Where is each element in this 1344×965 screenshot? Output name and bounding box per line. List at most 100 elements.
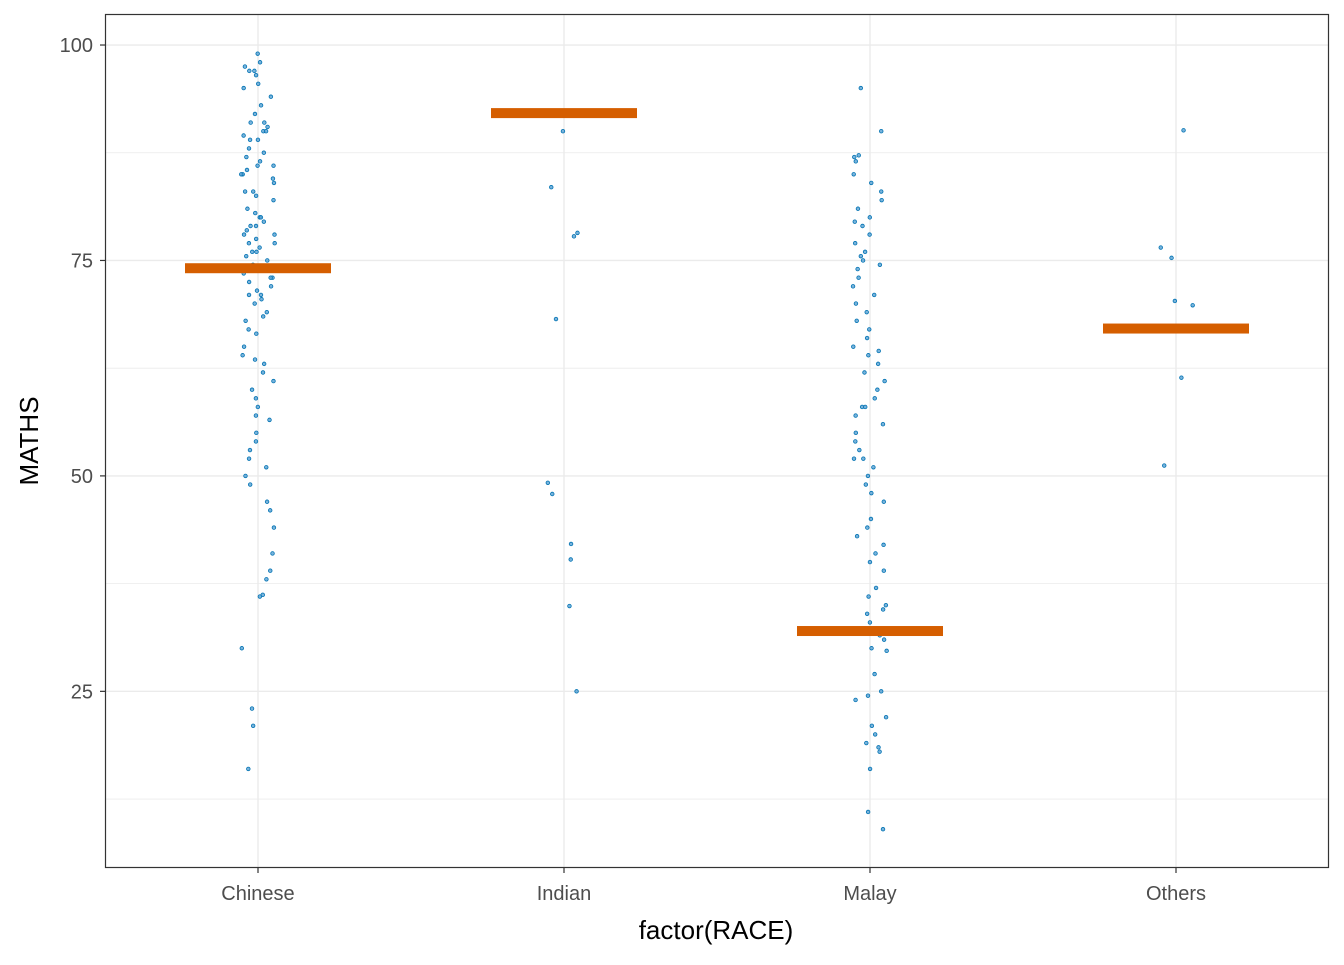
data-point-chinese (254, 331, 259, 336)
mean-bar-others (1103, 323, 1249, 334)
x-tick-label: Chinese (221, 883, 294, 905)
data-point-chinese (268, 284, 274, 289)
data-point-chinese (260, 314, 266, 319)
data-point-malay (851, 344, 856, 349)
data-point-malay (877, 749, 882, 754)
data-point-chinese (253, 413, 259, 418)
data-point-chinese (250, 249, 255, 255)
data-point-indian (574, 689, 579, 694)
data-point-chinese (256, 81, 261, 87)
data-point-malay (864, 335, 870, 341)
data-point-malay (850, 284, 856, 289)
data-point-indian (575, 230, 580, 236)
data-point-chinese (240, 353, 245, 358)
data-point-malay (851, 172, 856, 177)
data-point-chinese (244, 228, 249, 233)
data-point-malay (863, 482, 869, 487)
data-point-chinese (264, 499, 270, 504)
x-axis: Chinese Indian Malay Others (221, 868, 1206, 905)
data-point-malay (854, 534, 860, 539)
data-point-malay (852, 219, 857, 224)
data-point-chinese (261, 219, 267, 224)
data-point-chinese (268, 275, 273, 280)
data-point-chinese (246, 327, 251, 332)
data-point-indian (568, 541, 574, 547)
data-point-malay (865, 809, 871, 815)
data-point-chinese (248, 223, 253, 229)
data-point-chinese (254, 249, 259, 255)
grid-lines (105, 14, 1329, 868)
mean-bar-chinese (185, 263, 331, 274)
data-point-chinese (250, 723, 256, 729)
data-point-malay (863, 404, 868, 410)
data-point-malay (853, 697, 858, 703)
data-point-indian (549, 185, 554, 190)
data-point-malay (876, 348, 881, 354)
data-point-chinese (244, 154, 249, 160)
y-tick-label: 25 (71, 681, 93, 703)
data-point-malay (867, 215, 872, 220)
data-point-malay (865, 473, 871, 479)
data-point-chinese (253, 210, 258, 216)
data-point-malay (852, 154, 857, 160)
mean-bars (185, 108, 1249, 637)
data-point-chinese (241, 85, 246, 91)
data-point-chinese (259, 297, 264, 302)
data-point-others (1181, 128, 1186, 133)
data-point-chinese (252, 301, 257, 306)
data-point-chinese (264, 309, 270, 315)
data-point-chinese (248, 120, 253, 125)
data-point-malay (865, 693, 871, 698)
data-point-malay (853, 159, 858, 164)
data-point-malay (868, 516, 874, 522)
data-point-chinese (271, 378, 276, 384)
data-point-chinese (247, 68, 252, 74)
data-point-chinese (252, 357, 258, 362)
data-point-indian (560, 128, 566, 134)
data-point-chinese (253, 439, 259, 444)
data-point-malay (872, 732, 878, 737)
data-point-chinese (267, 417, 272, 423)
data-point-malay (880, 827, 886, 832)
data-point-malay (864, 740, 869, 746)
data-point-malay (880, 607, 886, 612)
data-point-chinese (258, 103, 264, 108)
data-point-others (1158, 245, 1163, 250)
data-point-chinese (265, 258, 270, 263)
data-point-chinese (268, 568, 273, 573)
data-point-malay (881, 499, 887, 504)
data-point-malay (862, 249, 868, 255)
data-point-chinese (246, 292, 252, 298)
data-point-malay (872, 292, 877, 298)
data-point-chinese (247, 482, 253, 487)
data-point-malay (872, 671, 877, 677)
data-points (239, 51, 1195, 832)
data-point-malay (864, 611, 870, 616)
y-tick-label: 50 (71, 466, 93, 488)
data-point-chinese (239, 172, 244, 177)
data-point-others (1179, 375, 1184, 380)
data-point-malay (875, 387, 880, 392)
data-point-malay (867, 232, 872, 237)
data-point-chinese (270, 551, 275, 556)
data-point-indian (553, 316, 559, 322)
data-point-malay (872, 396, 877, 401)
data-point-chinese (258, 215, 264, 220)
x-tick-label: Malay (843, 883, 896, 905)
data-point-chinese (254, 430, 259, 436)
data-point-chinese (271, 180, 277, 186)
data-point-malay (867, 766, 873, 772)
data-point-malay (869, 490, 874, 496)
data-point-others (1172, 298, 1178, 304)
data-point-chinese (271, 163, 276, 168)
y-axis-title: MATHS (14, 396, 44, 485)
data-point-chinese (261, 361, 267, 367)
data-point-malay (866, 594, 871, 599)
data-point-malay (881, 568, 887, 573)
data-point-malay (879, 189, 884, 194)
data-point-malay (882, 378, 887, 384)
data-point-chinese (257, 159, 263, 164)
data-point-malay (880, 421, 886, 427)
data-point-others (1169, 255, 1174, 261)
data-point-chinese (246, 766, 251, 772)
